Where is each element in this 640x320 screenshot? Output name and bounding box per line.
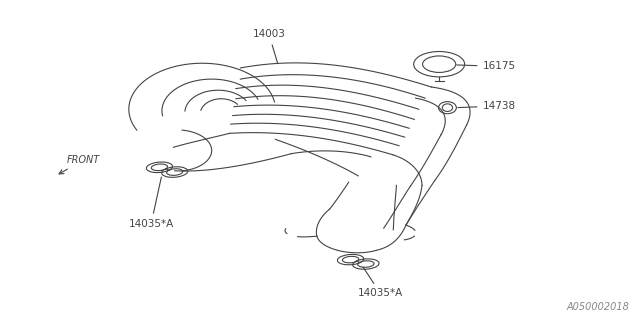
Text: 16175: 16175 (456, 61, 516, 71)
Text: A050002018: A050002018 (566, 302, 629, 312)
Text: 14738: 14738 (458, 101, 516, 111)
Text: FRONT: FRONT (59, 155, 100, 174)
Text: 14003: 14003 (253, 29, 285, 64)
Text: 14035*A: 14035*A (358, 267, 403, 299)
Text: 14035*A: 14035*A (129, 177, 174, 229)
